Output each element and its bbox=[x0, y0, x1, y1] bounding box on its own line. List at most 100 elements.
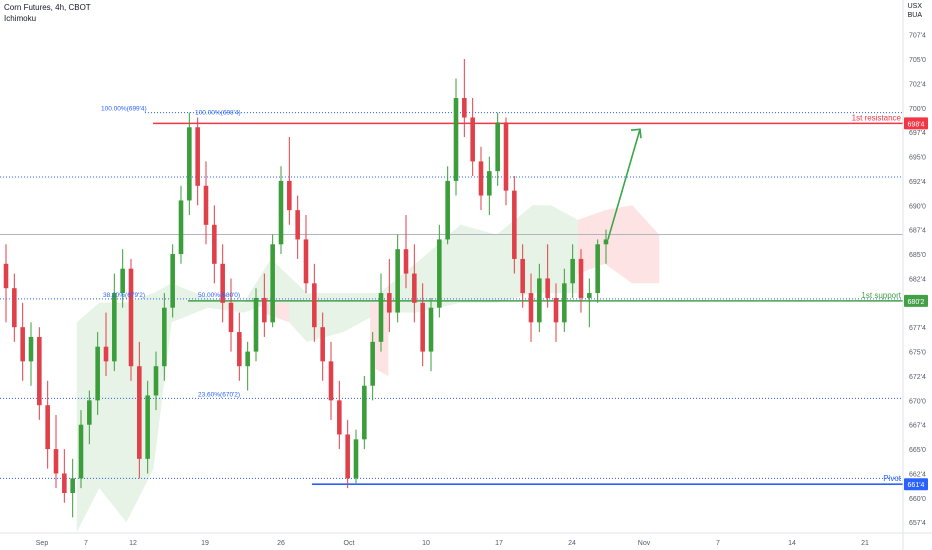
y-tick-label: 672'4 bbox=[909, 374, 926, 381]
candle bbox=[295, 195, 300, 259]
x-tick-label: Oct bbox=[344, 540, 355, 547]
fib-labels: 100.00%(699'4) 100.00%(698'4) 38.20%(679'2… bbox=[101, 106, 241, 399]
candle bbox=[553, 283, 559, 342]
candle-body bbox=[78, 424, 84, 479]
candle-body bbox=[362, 385, 367, 440]
candle bbox=[220, 244, 225, 323]
candle bbox=[195, 117, 200, 206]
candle bbox=[12, 273, 17, 342]
y-tick-label: 695'0 bbox=[909, 155, 926, 162]
candle bbox=[253, 288, 259, 362]
candle bbox=[128, 258, 134, 381]
candle bbox=[378, 273, 384, 352]
candle bbox=[353, 429, 359, 484]
y-tick-label: 702'4 bbox=[909, 81, 926, 88]
candle-body bbox=[62, 473, 67, 493]
y-tick-label: 682'4 bbox=[909, 276, 926, 283]
y-tick-label: 692'4 bbox=[909, 179, 926, 186]
candle-body bbox=[120, 268, 125, 294]
candle-body bbox=[570, 258, 575, 284]
candle bbox=[178, 185, 184, 264]
candle-body bbox=[253, 297, 259, 352]
horizontal-levels: 1st resistance 1st support Pivot bbox=[0, 112, 903, 486]
candle bbox=[453, 78, 459, 196]
candle bbox=[437, 224, 442, 318]
candle bbox=[203, 161, 209, 245]
candle bbox=[237, 312, 242, 381]
candle-body bbox=[278, 180, 284, 245]
price-tags: 698'4 680'2 661'4 bbox=[904, 117, 928, 491]
x-tick-label: 10 bbox=[422, 540, 430, 547]
candle bbox=[28, 322, 34, 386]
y-tick-label: 667'4 bbox=[909, 423, 926, 430]
fib-label: 38.20%(679'2) bbox=[103, 292, 145, 299]
candle bbox=[520, 244, 525, 308]
x-tick-label: 19 bbox=[201, 540, 209, 547]
candle-body bbox=[328, 361, 334, 401]
candle bbox=[603, 229, 609, 264]
candles bbox=[3, 59, 609, 518]
candle-body bbox=[170, 254, 175, 308]
candle bbox=[112, 273, 117, 372]
candle bbox=[478, 146, 484, 211]
candle bbox=[53, 414, 59, 489]
arrow-head bbox=[630, 128, 642, 139]
candle-body bbox=[495, 122, 500, 172]
price-tag-label: 698'4 bbox=[908, 121, 925, 128]
y-tick-label: 700'0 bbox=[909, 106, 926, 113]
candle-body bbox=[12, 288, 17, 328]
candle bbox=[503, 117, 509, 206]
candle-body bbox=[262, 297, 267, 323]
candle-body bbox=[470, 117, 475, 162]
time-axis: Sep 7 12 19 26 Oct 10 17 24 Nov 7 14 21 bbox=[36, 540, 869, 547]
x-tick-label: Sep bbox=[36, 540, 49, 547]
candle bbox=[403, 215, 409, 289]
x-tick-label: 14 bbox=[788, 540, 796, 547]
candle bbox=[37, 327, 42, 420]
candle bbox=[412, 244, 417, 323]
candle-body bbox=[387, 293, 392, 313]
candle-body bbox=[337, 400, 342, 435]
candle-body bbox=[162, 307, 167, 367]
candle-body bbox=[70, 478, 75, 493]
candle-body bbox=[237, 332, 242, 367]
candle-body bbox=[320, 327, 325, 362]
y-tick-label: 707'4 bbox=[909, 33, 926, 40]
y-tick-label: 685'0 bbox=[909, 252, 926, 259]
candle-body bbox=[228, 302, 234, 333]
candle bbox=[20, 302, 25, 381]
candle bbox=[495, 112, 500, 186]
candle-body bbox=[453, 98, 459, 181]
x-tick-label: Nov bbox=[638, 540, 651, 547]
candle-body bbox=[512, 190, 517, 259]
candle bbox=[487, 156, 492, 216]
indicator-label: Ichimoku bbox=[4, 14, 37, 23]
cloud-red-3 bbox=[577, 205, 660, 284]
candle bbox=[278, 166, 284, 255]
candle bbox=[512, 176, 517, 274]
candle-body bbox=[520, 258, 525, 294]
arrow-shaft bbox=[607, 129, 641, 240]
candle-body bbox=[403, 249, 409, 274]
fib-label: 50.00%(680'0) bbox=[198, 292, 240, 299]
candle bbox=[578, 249, 584, 313]
candle bbox=[153, 351, 159, 411]
candle-body bbox=[503, 122, 509, 191]
x-tick-label: 21 bbox=[861, 540, 869, 547]
candle bbox=[320, 312, 325, 381]
price-tag bbox=[904, 478, 928, 491]
candle-body bbox=[412, 273, 417, 303]
candle-body bbox=[603, 239, 609, 245]
candle-body bbox=[487, 171, 492, 196]
candle bbox=[462, 59, 467, 138]
candle bbox=[537, 263, 542, 333]
candle-body bbox=[462, 98, 467, 118]
candle bbox=[345, 419, 350, 489]
candle-body bbox=[245, 351, 250, 367]
candle bbox=[445, 166, 450, 245]
candle-body bbox=[212, 224, 217, 264]
candle bbox=[562, 268, 567, 333]
x-tick-label: 24 bbox=[568, 540, 576, 547]
candle-body bbox=[220, 263, 225, 303]
